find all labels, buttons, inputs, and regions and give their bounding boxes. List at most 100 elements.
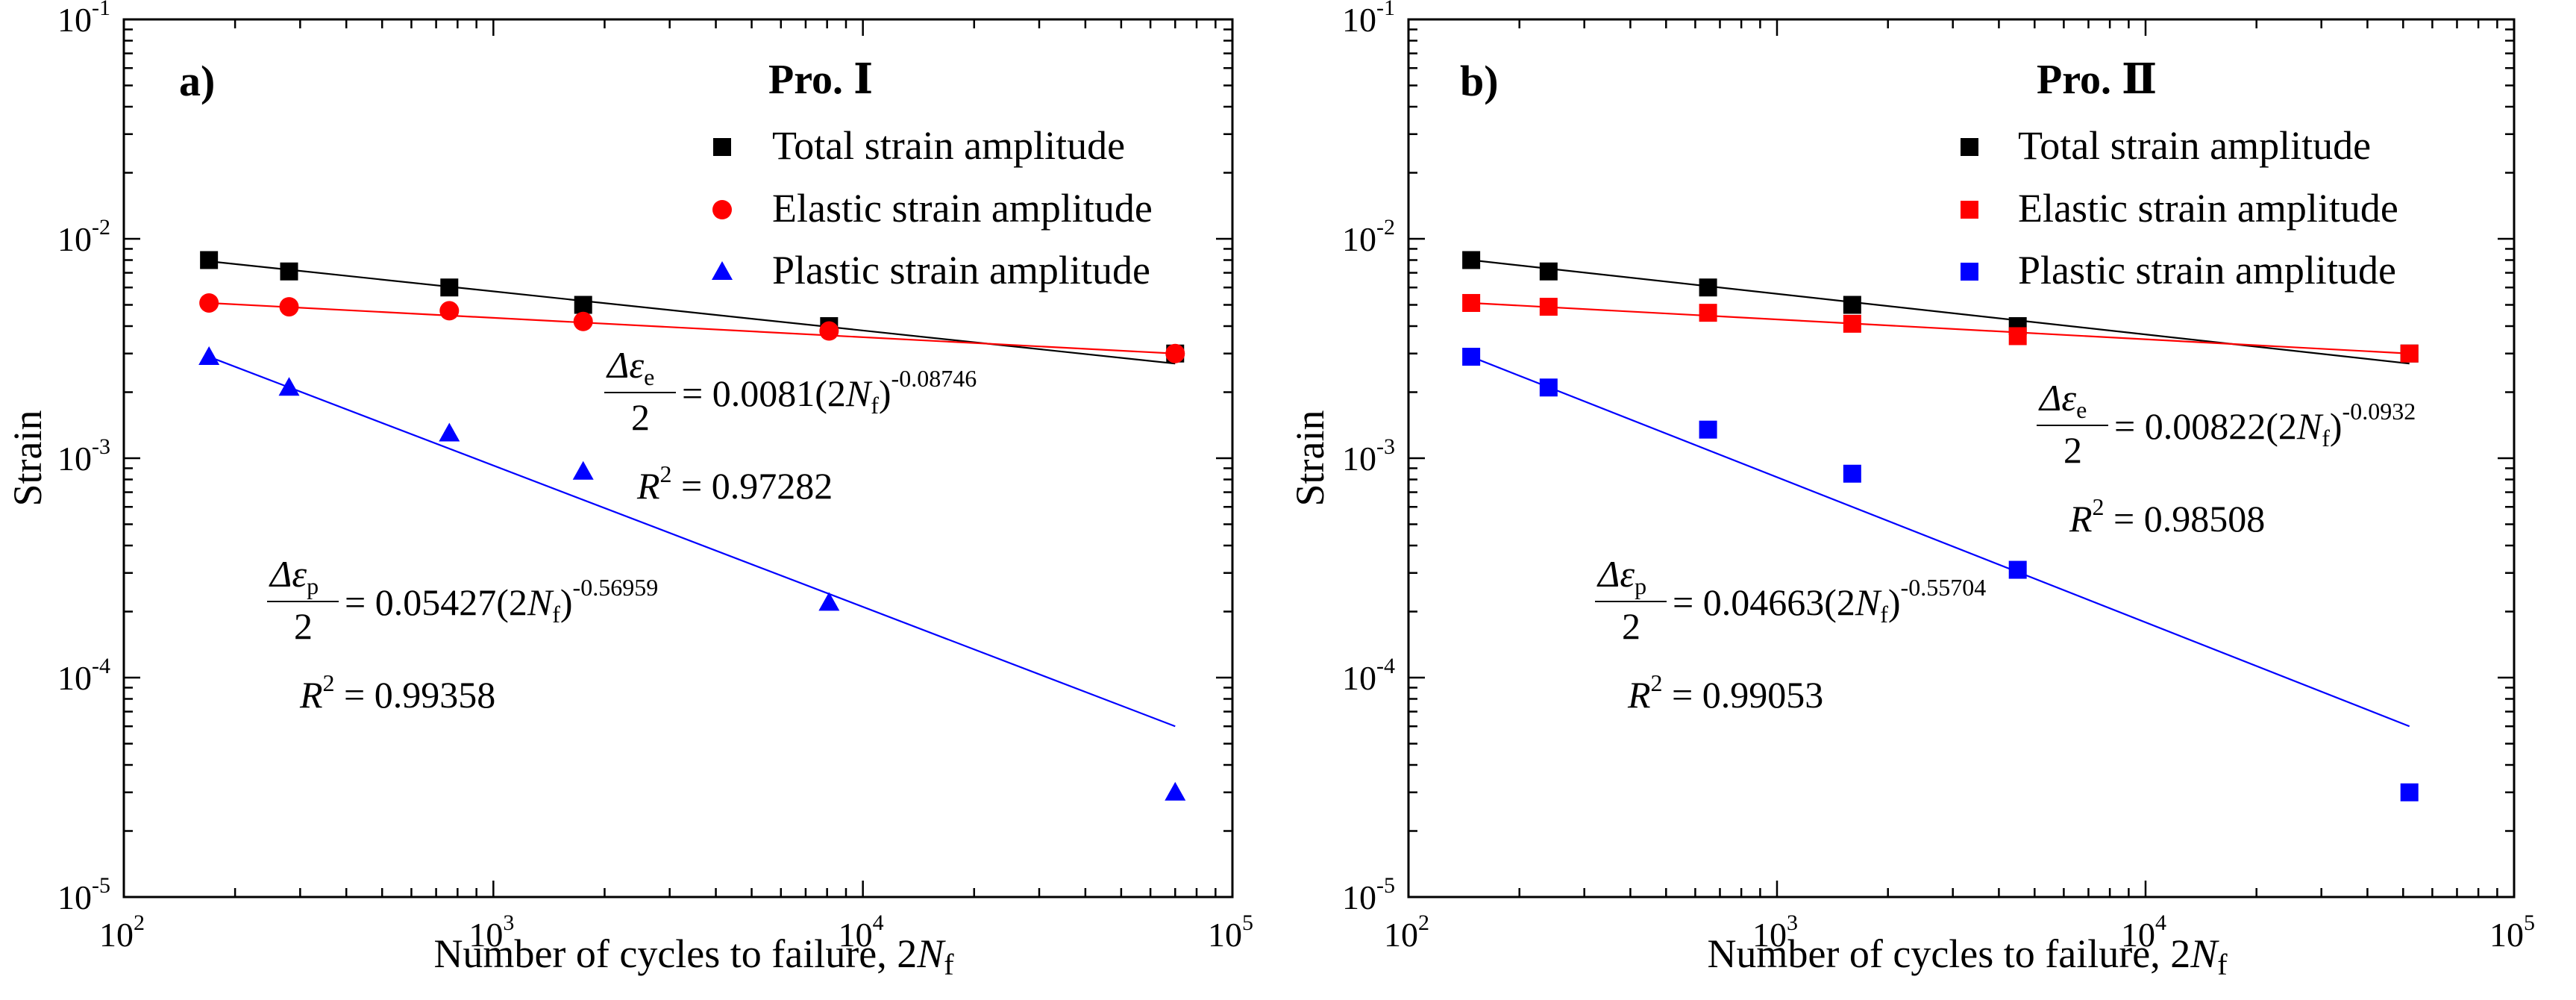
data-point <box>1539 262 1558 281</box>
data-point <box>278 377 300 396</box>
data-point <box>572 460 594 480</box>
data-point <box>439 301 460 321</box>
data-point <box>2008 560 2027 579</box>
x-tick-label: 102 <box>99 910 145 954</box>
data-point <box>279 297 299 317</box>
legend-entry: Elastic strain amplitude <box>2018 186 2398 231</box>
panel-label: a) <box>179 57 215 105</box>
fit-line <box>1471 301 2410 354</box>
equation-rhs: = 0.0081(2Nf)-0.08746 <box>682 365 977 419</box>
legend-marker <box>712 261 733 280</box>
r-squared: R2 = 0.99053 <box>1627 669 1823 716</box>
fit-line <box>1470 259 2410 365</box>
series-total-strain-amplitude <box>200 251 1185 365</box>
series-plastic-strain-amplitude <box>198 346 1186 801</box>
data-point <box>818 592 840 611</box>
axis-ticks <box>1407 19 2514 899</box>
legend-marker <box>1961 263 1978 281</box>
legend: Pro. Ⅱ Total strain amplitude Elastic stra… <box>1961 57 2398 293</box>
legend-title: Pro. Ⅱ <box>2037 57 2157 103</box>
data-point <box>1539 378 1558 397</box>
x-axis-label: Number of cycles to failure, 2Nf <box>433 931 954 981</box>
equation-numerator: Δεp <box>1596 553 1646 599</box>
data-point <box>280 262 298 281</box>
y-tick-label: 10-4 <box>57 654 110 697</box>
fit-line <box>209 260 1176 365</box>
equation-denominator: 2 <box>294 605 313 647</box>
y-axis-label: Strain <box>1288 410 1332 507</box>
equation-rhs: = 0.05427(2Nf)-0.56959 <box>345 574 658 628</box>
y-tick-label: 10-1 <box>1342 0 1395 39</box>
y-tick-label: 10-5 <box>57 873 110 916</box>
equation-denominator: 2 <box>1622 605 1640 647</box>
data-point <box>819 321 839 341</box>
chart-panel-b: 102 103 104 105 10-5 10-4 10-3 10-2 10-1 Number o… <box>1288 0 2535 981</box>
data-point <box>440 278 459 297</box>
legend-title: Pro. Ⅰ <box>768 57 873 103</box>
legend-marker <box>1961 201 1978 219</box>
y-axis-label: Strain <box>5 410 50 507</box>
legend-entry: Elastic strain amplitude <box>772 186 1153 231</box>
data-point <box>1843 314 1861 333</box>
y-tick-label: 10-5 <box>1342 873 1395 916</box>
equation-numerator: Δεe <box>2038 377 2087 423</box>
data-point <box>198 346 220 366</box>
fit-line <box>1470 356 2410 728</box>
data-point <box>1699 420 1717 439</box>
x-tick-label: 103 <box>468 910 514 954</box>
legend-entry: Total strain amplitude <box>2018 123 2371 168</box>
chart-panel-a: 102 103 104 105 10-5 10-4 10-3 10-2 10-1 Number o… <box>5 0 1253 981</box>
data-point <box>1462 293 1481 312</box>
data-point <box>1462 251 1481 269</box>
legend-entry: Total strain amplitude <box>772 123 1125 168</box>
data-point <box>574 296 592 314</box>
fit-equation-elastic: Δεe 2 = 0.00822(2Nf)-0.0932 R2 = 0.98508 <box>2037 377 2416 540</box>
data-point <box>573 311 593 331</box>
x-tick-label: 105 <box>1208 910 1253 954</box>
legend-entry: Plastic strain amplitude <box>2018 248 2396 293</box>
x-axis-label: Number of cycles to failure, 2Nf <box>1707 931 2228 981</box>
equation-numerator: Δεe <box>606 344 654 390</box>
equation-denominator: 2 <box>631 396 650 438</box>
y-tick-label: 10-1 <box>57 0 110 39</box>
data-point <box>1699 278 1717 297</box>
fit-line <box>209 301 1176 354</box>
data-point <box>200 251 219 269</box>
data-point <box>1843 296 1861 314</box>
data-point <box>199 293 219 313</box>
data-point <box>1462 348 1481 366</box>
y-tick-label: 10-2 <box>57 215 110 258</box>
y-tick-label: 10-4 <box>1342 654 1395 697</box>
data-point <box>1843 464 1861 483</box>
r-squared: R2 = 0.97282 <box>636 460 833 507</box>
legend-entry: Plastic strain amplitude <box>772 248 1150 293</box>
y-tick-label: 10-3 <box>57 434 110 478</box>
data-point <box>1539 298 1558 316</box>
y-tick-label: 10-3 <box>1342 434 1395 478</box>
data-point <box>2008 327 2027 346</box>
fit-line <box>208 356 1176 728</box>
x-tick-label: 104 <box>839 910 884 954</box>
y-tick-label: 10-2 <box>1342 215 1395 258</box>
data-point <box>1165 343 1185 363</box>
data-point <box>1699 304 1717 322</box>
data-point <box>2400 783 2419 801</box>
data-point <box>2400 344 2419 363</box>
r-squared: R2 = 0.98508 <box>2069 493 2265 540</box>
fit-equation-plastic: Δεp 2 = 0.05427(2Nf)-0.56959 R2 = 0.99358 <box>267 553 658 716</box>
axis-ticks <box>122 19 1232 899</box>
data-point <box>439 422 460 442</box>
x-tick-label: 105 <box>2489 910 2535 954</box>
series-elastic-strain-amplitude <box>199 293 1185 363</box>
fit-equation-elastic: Δεe 2 = 0.0081(2Nf)-0.08746 R2 = 0.97282 <box>604 344 977 507</box>
legend-marker <box>712 200 732 219</box>
x-tick-label: 104 <box>2121 910 2166 954</box>
x-tick-label: 102 <box>1384 910 1429 954</box>
fit-equation-plastic: Δεp 2 = 0.04663(2Nf)-0.55704 R2 = 0.99053 <box>1595 553 1986 716</box>
series-plastic-strain-amplitude <box>1462 348 2419 801</box>
x-tick-label: 103 <box>1752 910 1798 954</box>
panel-label: b) <box>1460 57 1499 105</box>
legend-marker <box>1961 138 1978 156</box>
legend: Pro. Ⅰ Total strain amplitude Elastic stra… <box>712 57 1153 293</box>
